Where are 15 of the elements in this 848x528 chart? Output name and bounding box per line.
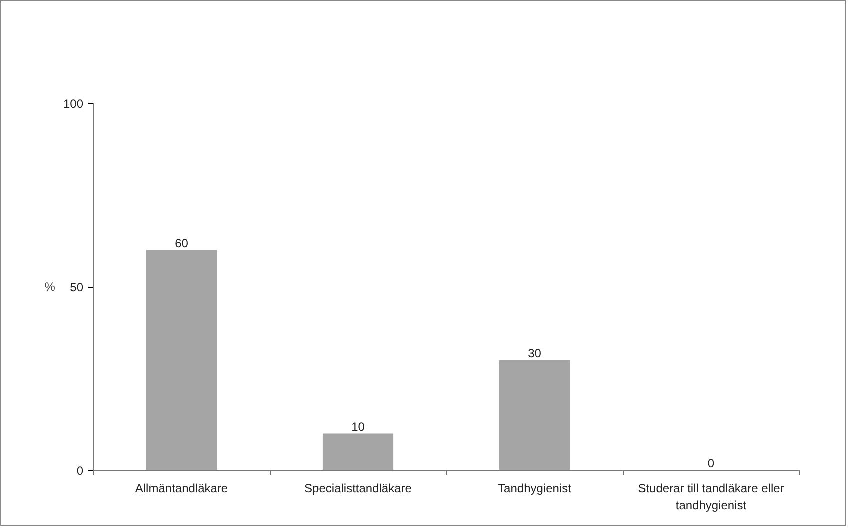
x-tick-label: Allmäntandläkare [135,482,228,496]
data-label: 60 [175,236,189,250]
bar [146,250,218,470]
y-tick-label: 0 [76,464,84,478]
bar [322,434,394,470]
data-label: 10 [352,420,366,434]
data-label: 0 [708,456,715,470]
x-tick-label: Specialisttandläkare [304,482,412,496]
x-tick-label: Tandhygienist [498,482,572,496]
data-label: 30 [528,346,542,360]
y-axis-title: % [44,280,56,294]
y-tick-label: 100 [63,97,84,111]
y-tick-label: 50 [70,280,84,294]
x-tick-label: Studerar till tandläkare eller tandhygienist [638,482,784,512]
bar [499,360,570,470]
